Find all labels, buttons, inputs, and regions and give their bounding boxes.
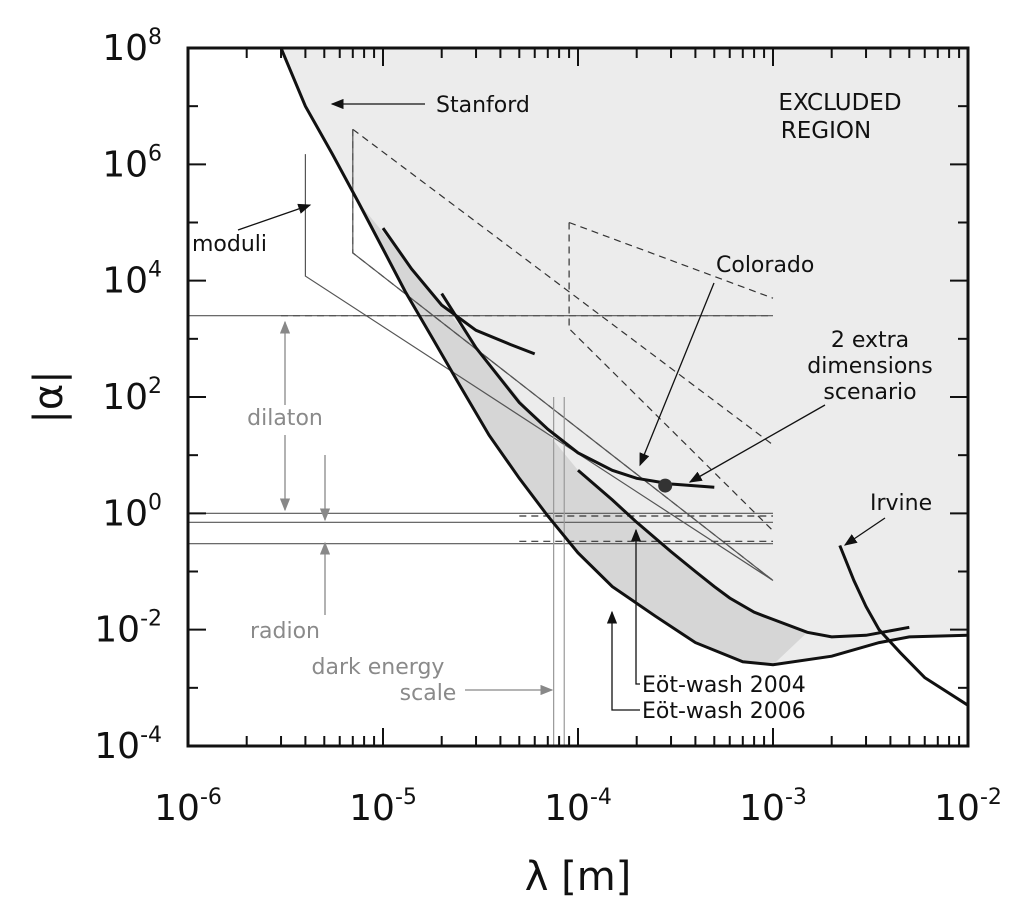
y-tick-label: 10-2	[94, 607, 162, 651]
moduli-label: moduli	[192, 232, 267, 257]
limit-curve-e-t-wash-2004	[577, 469, 910, 639]
plot-frame	[186, 46, 970, 748]
limit-curve-irvine	[838, 544, 968, 707]
limit-curve-stanford	[279, 48, 968, 667]
dark-energy-label-line2: scale	[400, 681, 457, 706]
x-tick-label: 10-4	[544, 785, 612, 829]
projection-line-3	[568, 221, 774, 299]
x-tick-label: 10-5	[349, 785, 417, 829]
tick-labels: 10-6 10-5 10-4 10-3 10-2 10-4 10-2 100 102 104 106…	[94, 25, 1002, 829]
limit-curve-1	[381, 227, 536, 356]
y-tick-label: 104	[102, 258, 162, 302]
y-tick-label: 106	[102, 141, 162, 185]
dark-energy-label-line1: dark energy	[312, 655, 445, 680]
dilaton-label: dilaton	[247, 406, 323, 431]
stanford-label: Stanford	[436, 93, 530, 118]
y-tick-label: 100	[102, 490, 162, 534]
prediction-point	[658, 478, 673, 493]
moduli-arrow	[237, 203, 312, 231]
theory-bounds	[188, 315, 773, 746]
eotwash-improvement-band	[358, 202, 808, 665]
colorado-label: Colorado	[716, 253, 814, 278]
excluded-region-label-line1: EXCLUDED	[778, 90, 901, 116]
limit-curves	[279, 48, 968, 707]
x-tick-label: 10-2	[934, 785, 1002, 829]
y-axis-label: |α|	[26, 370, 72, 423]
eotwash-2006-label: Eöt-wash 2006	[642, 699, 806, 724]
colorado-arrow	[639, 282, 715, 467]
excluded-region	[281, 48, 968, 665]
eotwash-2004-arrow	[630, 528, 642, 685]
excluded-region-fill	[281, 48, 968, 665]
excluded-region-label-line2: REGION	[781, 118, 871, 144]
irvine-arrow	[843, 517, 886, 546]
extra-dimensions-label-line1: 2 extra	[831, 328, 909, 353]
x-tick-label: 10-3	[739, 785, 807, 829]
y-tick-label: 108	[102, 25, 162, 69]
axis-ticks	[187, 47, 969, 747]
radion-label: radion	[250, 619, 320, 644]
moduli-region	[304, 129, 774, 582]
projection-line-1	[352, 128, 774, 446]
eotwash-2006-arrow	[606, 610, 640, 711]
extra-dimensions-label-line3: scenario	[823, 380, 916, 405]
extra-dimensions-arrow	[688, 404, 826, 483]
x-tick-label: 10-6	[154, 785, 222, 829]
extra-dimensions-label-line2: dimensions	[807, 354, 932, 379]
y-tick-label: 10-4	[94, 723, 162, 767]
x-axis-label: λ [m]	[525, 854, 632, 900]
irvine-label: Irvine	[870, 491, 932, 516]
eotwash-2004-label: Eöt-wash 2004	[642, 673, 806, 698]
y-tick-label: 102	[102, 374, 162, 418]
